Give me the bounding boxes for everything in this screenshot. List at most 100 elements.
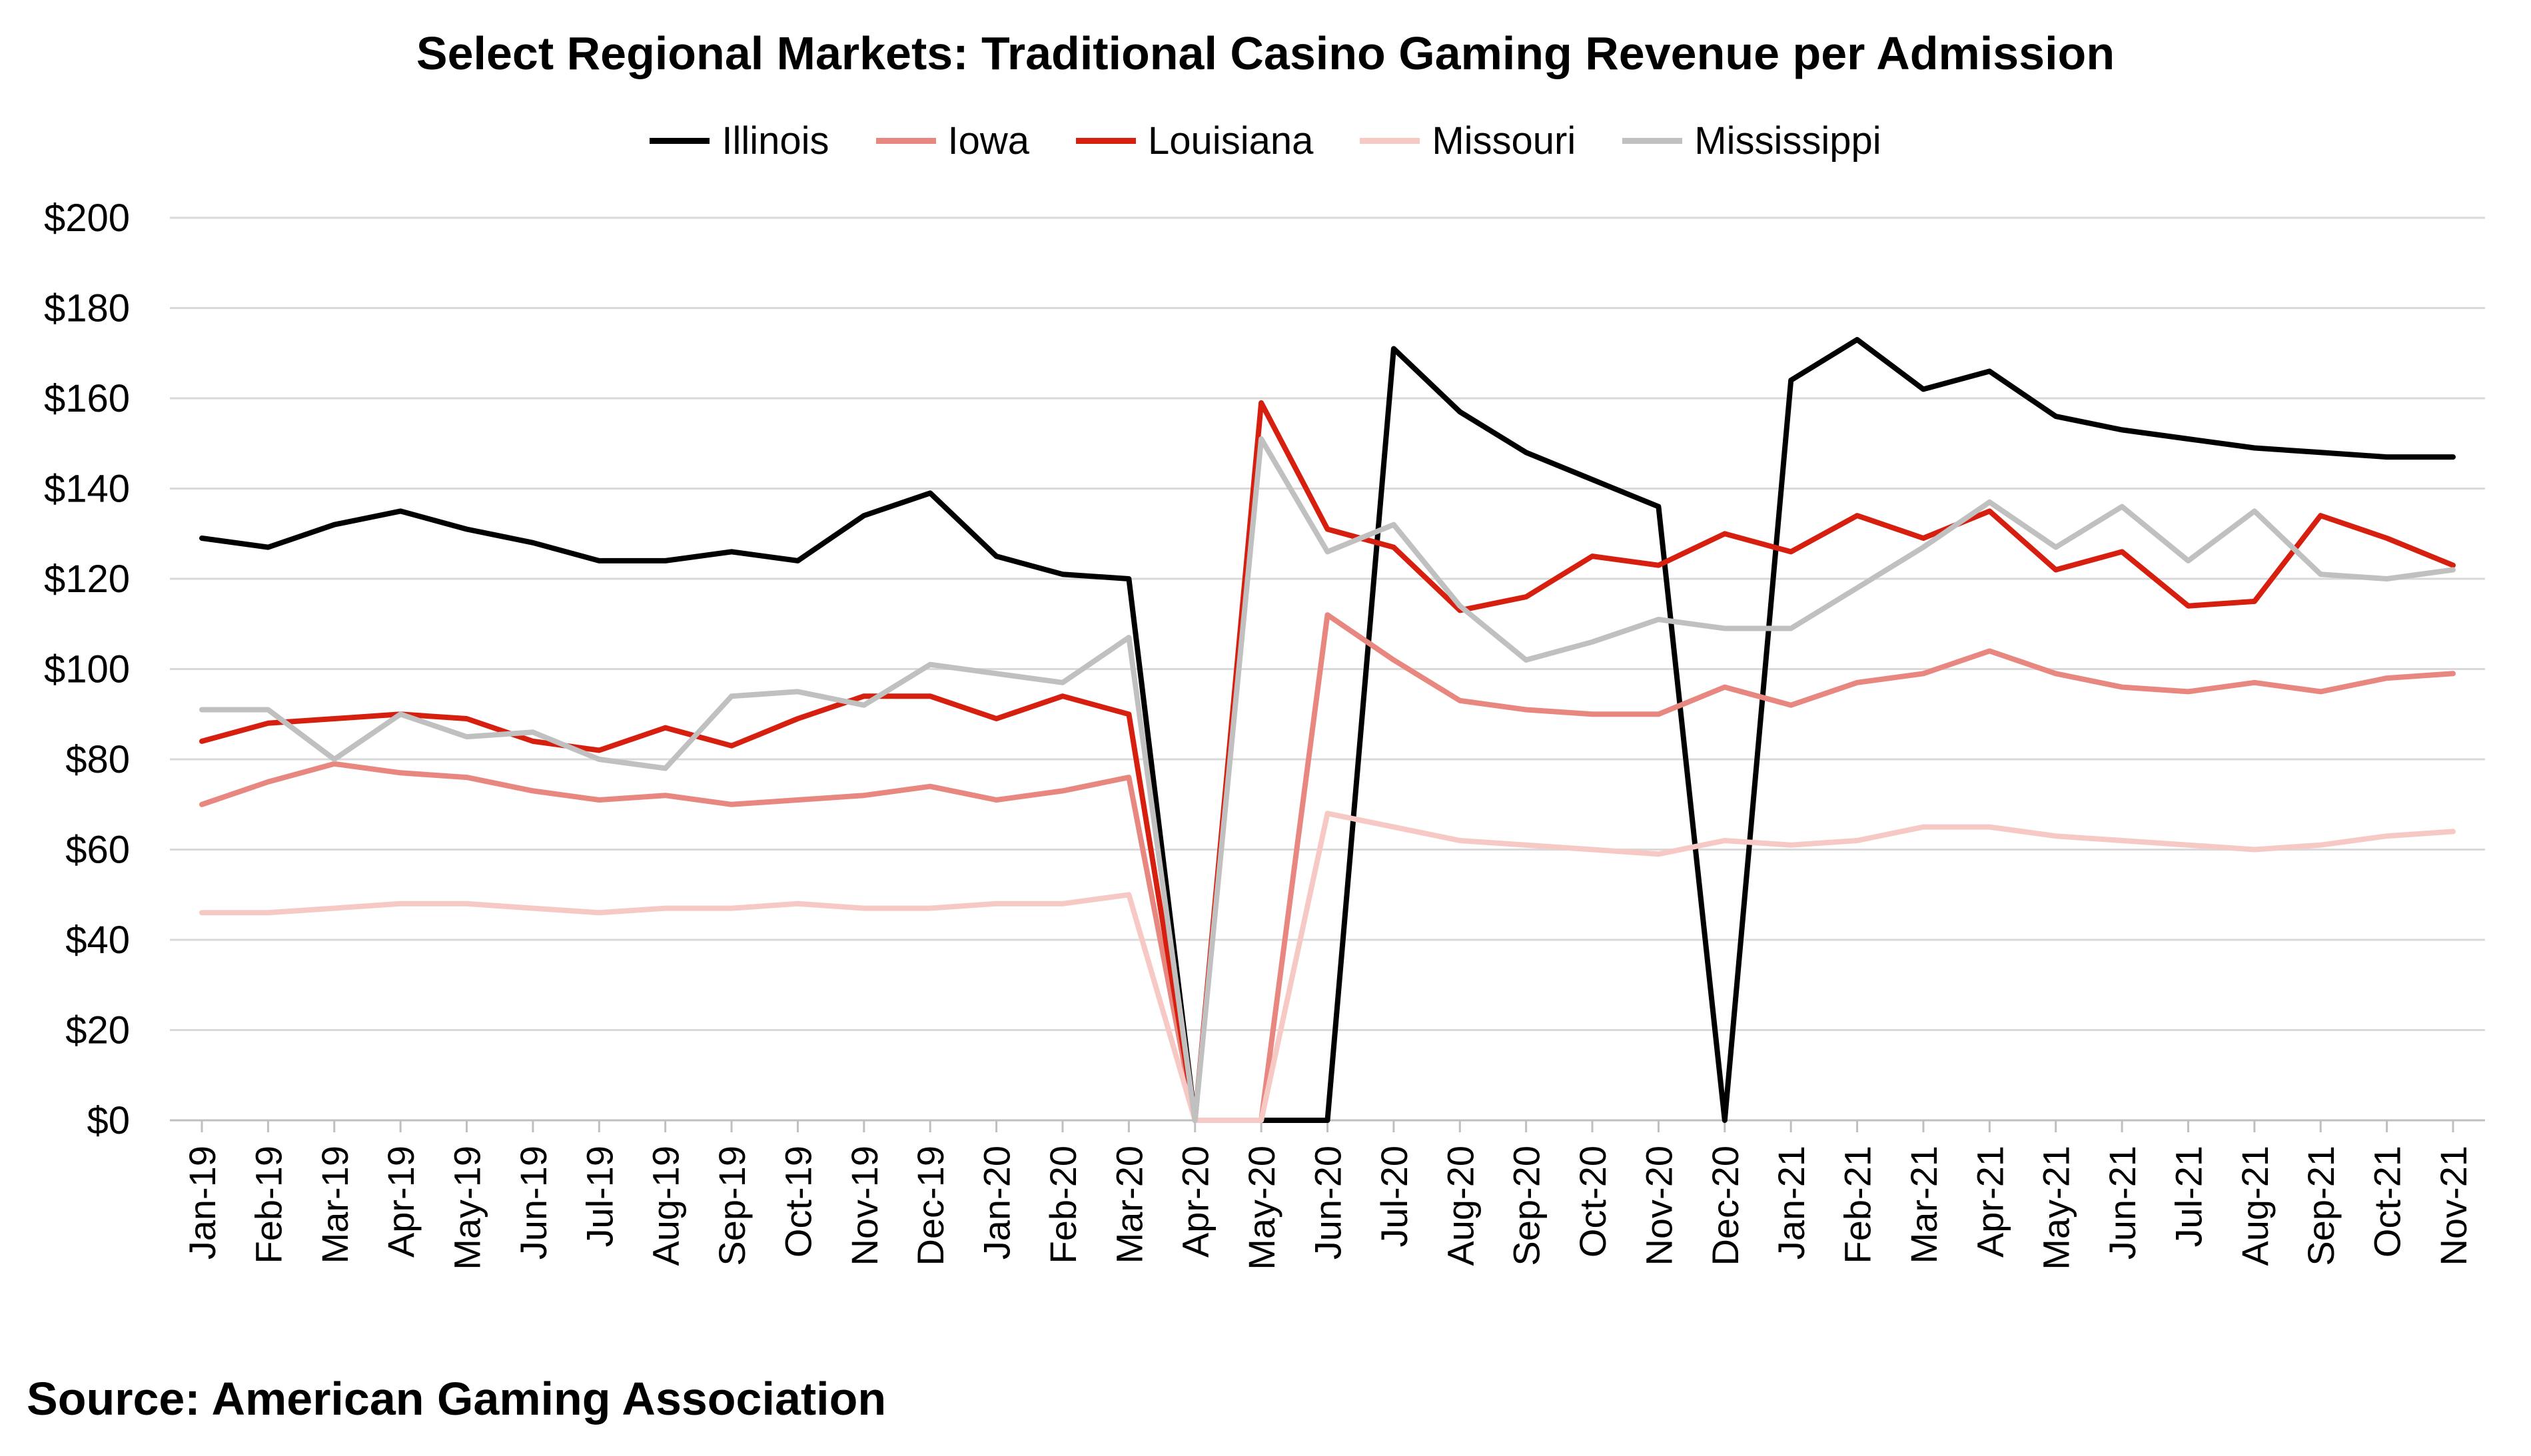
data-point-missouri <box>598 912 600 913</box>
x-tick-label: Nov-20 <box>1638 1146 1680 1266</box>
data-point-iowa <box>2320 691 2321 692</box>
x-tick-label: Mar-20 <box>1108 1146 1150 1264</box>
data-point-illinois <box>201 538 203 539</box>
data-point-mississippi <box>1724 628 1726 629</box>
data-point-missouri <box>201 912 203 913</box>
data-point-mississippi <box>2452 569 2454 570</box>
x-tick-label: Apr-20 <box>1175 1146 1217 1258</box>
data-point-iowa <box>797 799 798 801</box>
y-tick-label: $40 <box>65 918 130 962</box>
data-point-louisiana <box>929 695 931 697</box>
x-tick-label: Mar-19 <box>314 1146 356 1264</box>
data-point-illinois <box>598 560 600 561</box>
data-point-missouri <box>2386 835 2388 837</box>
data-point-illinois <box>1989 370 1990 372</box>
data-point-illinois <box>1327 1120 1328 1121</box>
x-tick-label: Jan-20 <box>976 1146 1018 1260</box>
data-point-missouri <box>929 908 931 909</box>
y-tick-label: $100 <box>44 648 130 691</box>
x-tick-label: Sep-21 <box>2300 1146 2342 1266</box>
x-tick-label: Feb-21 <box>1837 1146 1879 1264</box>
data-point-iowa <box>1393 659 1394 661</box>
x-tick-label: Aug-21 <box>2234 1146 2276 1266</box>
data-point-illinois <box>2452 456 2454 458</box>
legend-label: Iowa <box>947 119 1030 163</box>
series-line-iowa <box>199 612 2456 1123</box>
legend-swatch <box>875 138 936 144</box>
y-tick-label: $60 <box>65 829 130 872</box>
data-point-iowa <box>2055 673 2057 674</box>
data-point-illinois <box>1724 1120 1726 1121</box>
data-point-mississippi <box>2121 506 2123 508</box>
data-point-louisiana <box>1261 402 1262 404</box>
legend-label: Louisiana <box>1148 119 1314 163</box>
data-point-mississippi <box>797 691 798 692</box>
data-point-louisiana <box>2386 538 2388 539</box>
x-tick-label: Oct-21 <box>2366 1146 2408 1258</box>
data-point-missouri <box>1724 840 1726 841</box>
data-point-mississippi <box>1327 551 1328 552</box>
data-point-louisiana <box>2187 605 2189 607</box>
x-tick-label: Oct-19 <box>777 1146 819 1258</box>
legend-label: Missouri <box>1432 119 1576 163</box>
x-tick-label: Nov-19 <box>843 1146 885 1266</box>
data-point-iowa <box>2452 673 2454 674</box>
x-tick-label: Jan-19 <box>181 1146 223 1260</box>
y-tick-label: $160 <box>44 377 130 420</box>
legend-swatch <box>1076 138 1137 144</box>
data-point-mississippi <box>2254 510 2255 512</box>
legend-item-illinois: Illinois <box>650 119 829 163</box>
x-tick-label: May-21 <box>2035 1146 2077 1270</box>
x-tick-label: Sep-19 <box>711 1146 753 1266</box>
data-point-illinois <box>2320 452 2321 453</box>
source-note: Source: American Gaming Association <box>27 1373 887 1425</box>
x-tick-label: Apr-21 <box>1969 1146 2011 1258</box>
x-tick-label: Jul-21 <box>2167 1146 2209 1248</box>
data-point-iowa <box>665 795 666 796</box>
data-point-mississippi <box>1261 438 1262 440</box>
data-point-louisiana <box>863 695 865 697</box>
x-tick-label: Oct-20 <box>1572 1146 1614 1258</box>
data-point-iowa <box>996 799 997 801</box>
data-point-mississippi <box>929 664 931 665</box>
data-point-illinois <box>2187 438 2189 440</box>
x-tick-label: Jul-19 <box>578 1146 620 1248</box>
data-point-louisiana <box>1062 695 1063 697</box>
series-line-missouri <box>199 811 2456 1123</box>
data-point-illinois <box>2386 456 2388 458</box>
data-point-missouri <box>1592 849 1593 850</box>
data-point-louisiana <box>2121 551 2123 552</box>
data-point-illinois <box>1592 479 1593 480</box>
x-tick-label: Apr-19 <box>380 1146 422 1258</box>
data-point-missouri <box>1261 1120 1262 1121</box>
chart-title: Select Regional Markets: Traditional Cas… <box>416 27 2115 79</box>
legend-swatch <box>1360 138 1420 144</box>
x-tick-label: Feb-20 <box>1042 1146 1084 1264</box>
x-tick-label: Feb-19 <box>247 1146 289 1264</box>
data-point-mississippi <box>400 713 401 715</box>
y-tick-label: $80 <box>65 738 130 781</box>
data-point-illinois <box>466 528 468 530</box>
data-point-missouri <box>797 903 798 905</box>
data-point-illinois <box>929 492 931 494</box>
data-point-iowa <box>2386 677 2388 679</box>
data-point-missouri <box>532 908 534 909</box>
x-tick-label: Jun-21 <box>2101 1146 2143 1260</box>
data-point-iowa <box>2254 682 2255 683</box>
data-point-louisiana <box>1592 555 1593 557</box>
x-tick-label: Dec-19 <box>909 1146 951 1266</box>
data-point-illinois <box>532 542 534 544</box>
y-tick-label: $120 <box>44 557 130 601</box>
data-point-illinois <box>665 560 666 561</box>
x-tick-label: Jun-19 <box>512 1146 554 1260</box>
data-point-louisiana <box>665 727 666 729</box>
x-tick-label: May-20 <box>1241 1146 1282 1270</box>
data-point-missouri <box>1062 903 1063 905</box>
data-point-mississippi <box>532 731 534 733</box>
x-tick-label: May-19 <box>446 1146 488 1270</box>
x-tick-label: Aug-19 <box>645 1146 687 1266</box>
x-tick-label: Dec-20 <box>1704 1146 1746 1266</box>
data-point-missouri <box>863 908 865 909</box>
data-point-mississippi <box>1592 641 1593 643</box>
